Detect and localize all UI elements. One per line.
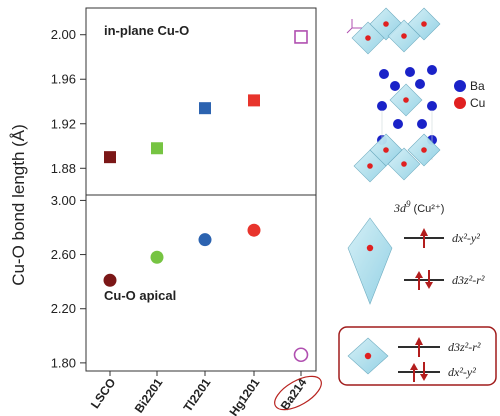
square-marker-tl2201 (199, 102, 211, 115)
octahedron-layer-bottom (353, 133, 441, 183)
crystal-structure: Ba Cu (346, 7, 485, 183)
top-y-ticks: 1.88 1.92 1.96 2.00 (51, 27, 86, 176)
orbital-level-label: dx²-y² (452, 231, 480, 245)
axes-icon (346, 19, 362, 34)
y-tick-label: 2.20 (51, 301, 76, 316)
bottom-data-marks (103, 223, 309, 363)
y-tick-label: 1.88 (51, 161, 76, 176)
spin-pair-arrows (410, 362, 428, 382)
bottom-y-ticks: 1.80 2.20 2.60 3.00 (51, 193, 86, 370)
y-tick-label: 2.00 (51, 27, 76, 42)
cu-legend-icon (454, 97, 466, 109)
x-category-label: Tl2201 (181, 375, 214, 414)
ba214-highlight-ellipse (274, 375, 322, 411)
orbital-diagram-compressed: d3z²-r² dx²-y² (338, 326, 497, 386)
y-tick-label: 1.96 (51, 72, 76, 87)
spin-up-arrow (420, 228, 428, 236)
highlight-box (338, 326, 497, 386)
circle-marker-ba214 (293, 347, 309, 363)
spin-pair-arrows (415, 270, 433, 290)
x-category-label: LSCO (88, 376, 119, 411)
ba-legend-icon (454, 80, 466, 92)
y-tick-label: 2.60 (51, 247, 76, 262)
y-tick-label: 3.00 (51, 193, 76, 208)
y-tick-label: 1.80 (51, 355, 76, 370)
y-axis-label: Cu-O bond length (Å) (9, 124, 28, 286)
circle-marker-hg1201 (247, 223, 261, 237)
orbital-title: 3d9 (Cu²⁺) (393, 199, 444, 215)
circle-marker-lsco (103, 273, 117, 287)
orbital-level-label: d3z²-r² (448, 340, 481, 354)
orbital-level-label: d3z²-r² (452, 273, 485, 287)
x-category-label: Bi2201 (132, 375, 166, 415)
circle-marker-bi2201 (150, 250, 164, 264)
circle-marker-tl2201 (198, 233, 212, 247)
cu-legend-label: Cu (470, 96, 485, 110)
orbital-level-label: dx²-y² (448, 365, 476, 379)
elongated-octahedron-icon (347, 217, 393, 305)
x-category-labels: LSCO Bi2201 Tl2201 Hg1201 Ba214 (88, 371, 310, 416)
spin-up-arrow (415, 337, 423, 345)
x-category-label: Hg1201 (226, 375, 262, 416)
square-marker-ba214 (294, 30, 308, 44)
ba-legend-label: Ba (470, 79, 485, 93)
orbital-diagram-elongated: 3d9 (Cu²⁺) dx²-y² d3z²-r² (347, 199, 485, 305)
top-panel-annotation: in-plane Cu-O (104, 23, 189, 38)
square-marker-lsco (104, 151, 116, 164)
y-tick-label: 1.92 (51, 116, 76, 131)
atom-legend: Ba Cu (454, 79, 485, 110)
bottom-panel-annotation: Cu-O apical (104, 288, 176, 303)
square-marker-bi2201 (151, 142, 163, 155)
top-data-marks (104, 30, 308, 164)
bottom-panel-frame (85, 194, 317, 372)
square-marker-hg1201 (248, 94, 260, 107)
octahedron-layer-top (351, 7, 441, 55)
